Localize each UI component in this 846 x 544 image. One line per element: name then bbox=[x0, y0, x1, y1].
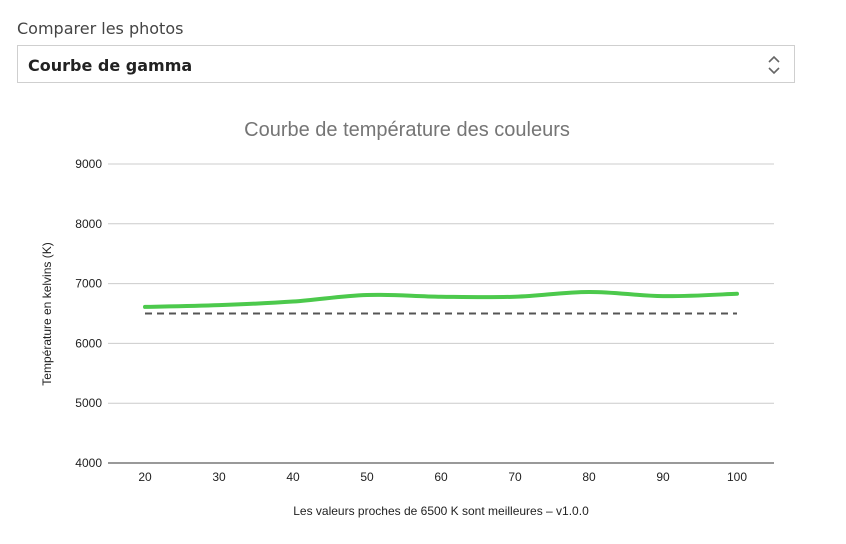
temperature-series-line bbox=[143, 289, 739, 309]
x-tick-label: 50 bbox=[360, 470, 374, 484]
y-tick-label: 5000 bbox=[75, 396, 102, 410]
gridlines bbox=[108, 163, 774, 464]
x-axis-label: Les valeurs proches de 6500 K sont meill… bbox=[293, 504, 589, 518]
x-axis-ticks: 20 30 40 50 60 70 80 90 100 bbox=[138, 470, 747, 484]
x-tick-label: 60 bbox=[434, 470, 448, 484]
x-tick-label: 30 bbox=[212, 470, 226, 484]
y-axis-ticks: 4000 5000 6000 7000 8000 9000 bbox=[75, 157, 102, 470]
y-tick-label: 9000 bbox=[75, 157, 102, 171]
chart-title: Courbe de température des couleurs bbox=[244, 119, 570, 141]
compare-photos-label: Comparer les photos bbox=[17, 19, 184, 38]
y-tick-label: 4000 bbox=[75, 456, 102, 470]
y-tick-label: 6000 bbox=[75, 336, 102, 350]
y-axis-label: Température en kelvins (K) bbox=[40, 242, 54, 385]
x-tick-label: 80 bbox=[582, 470, 596, 484]
series-lines bbox=[143, 289, 739, 315]
x-tick-label: 90 bbox=[656, 470, 670, 484]
y-tick-label: 7000 bbox=[75, 277, 102, 291]
x-tick-label: 100 bbox=[727, 470, 747, 484]
y-tick-label: 8000 bbox=[75, 217, 102, 231]
chevron-up-down-icon bbox=[768, 55, 780, 80]
x-tick-label: 40 bbox=[286, 470, 300, 484]
curve-select-value: Courbe de gamma bbox=[28, 56, 193, 75]
x-tick-label: 20 bbox=[138, 470, 152, 484]
curve-select[interactable]: Courbe de gamma bbox=[17, 45, 795, 83]
x-tick-label: 70 bbox=[508, 470, 522, 484]
